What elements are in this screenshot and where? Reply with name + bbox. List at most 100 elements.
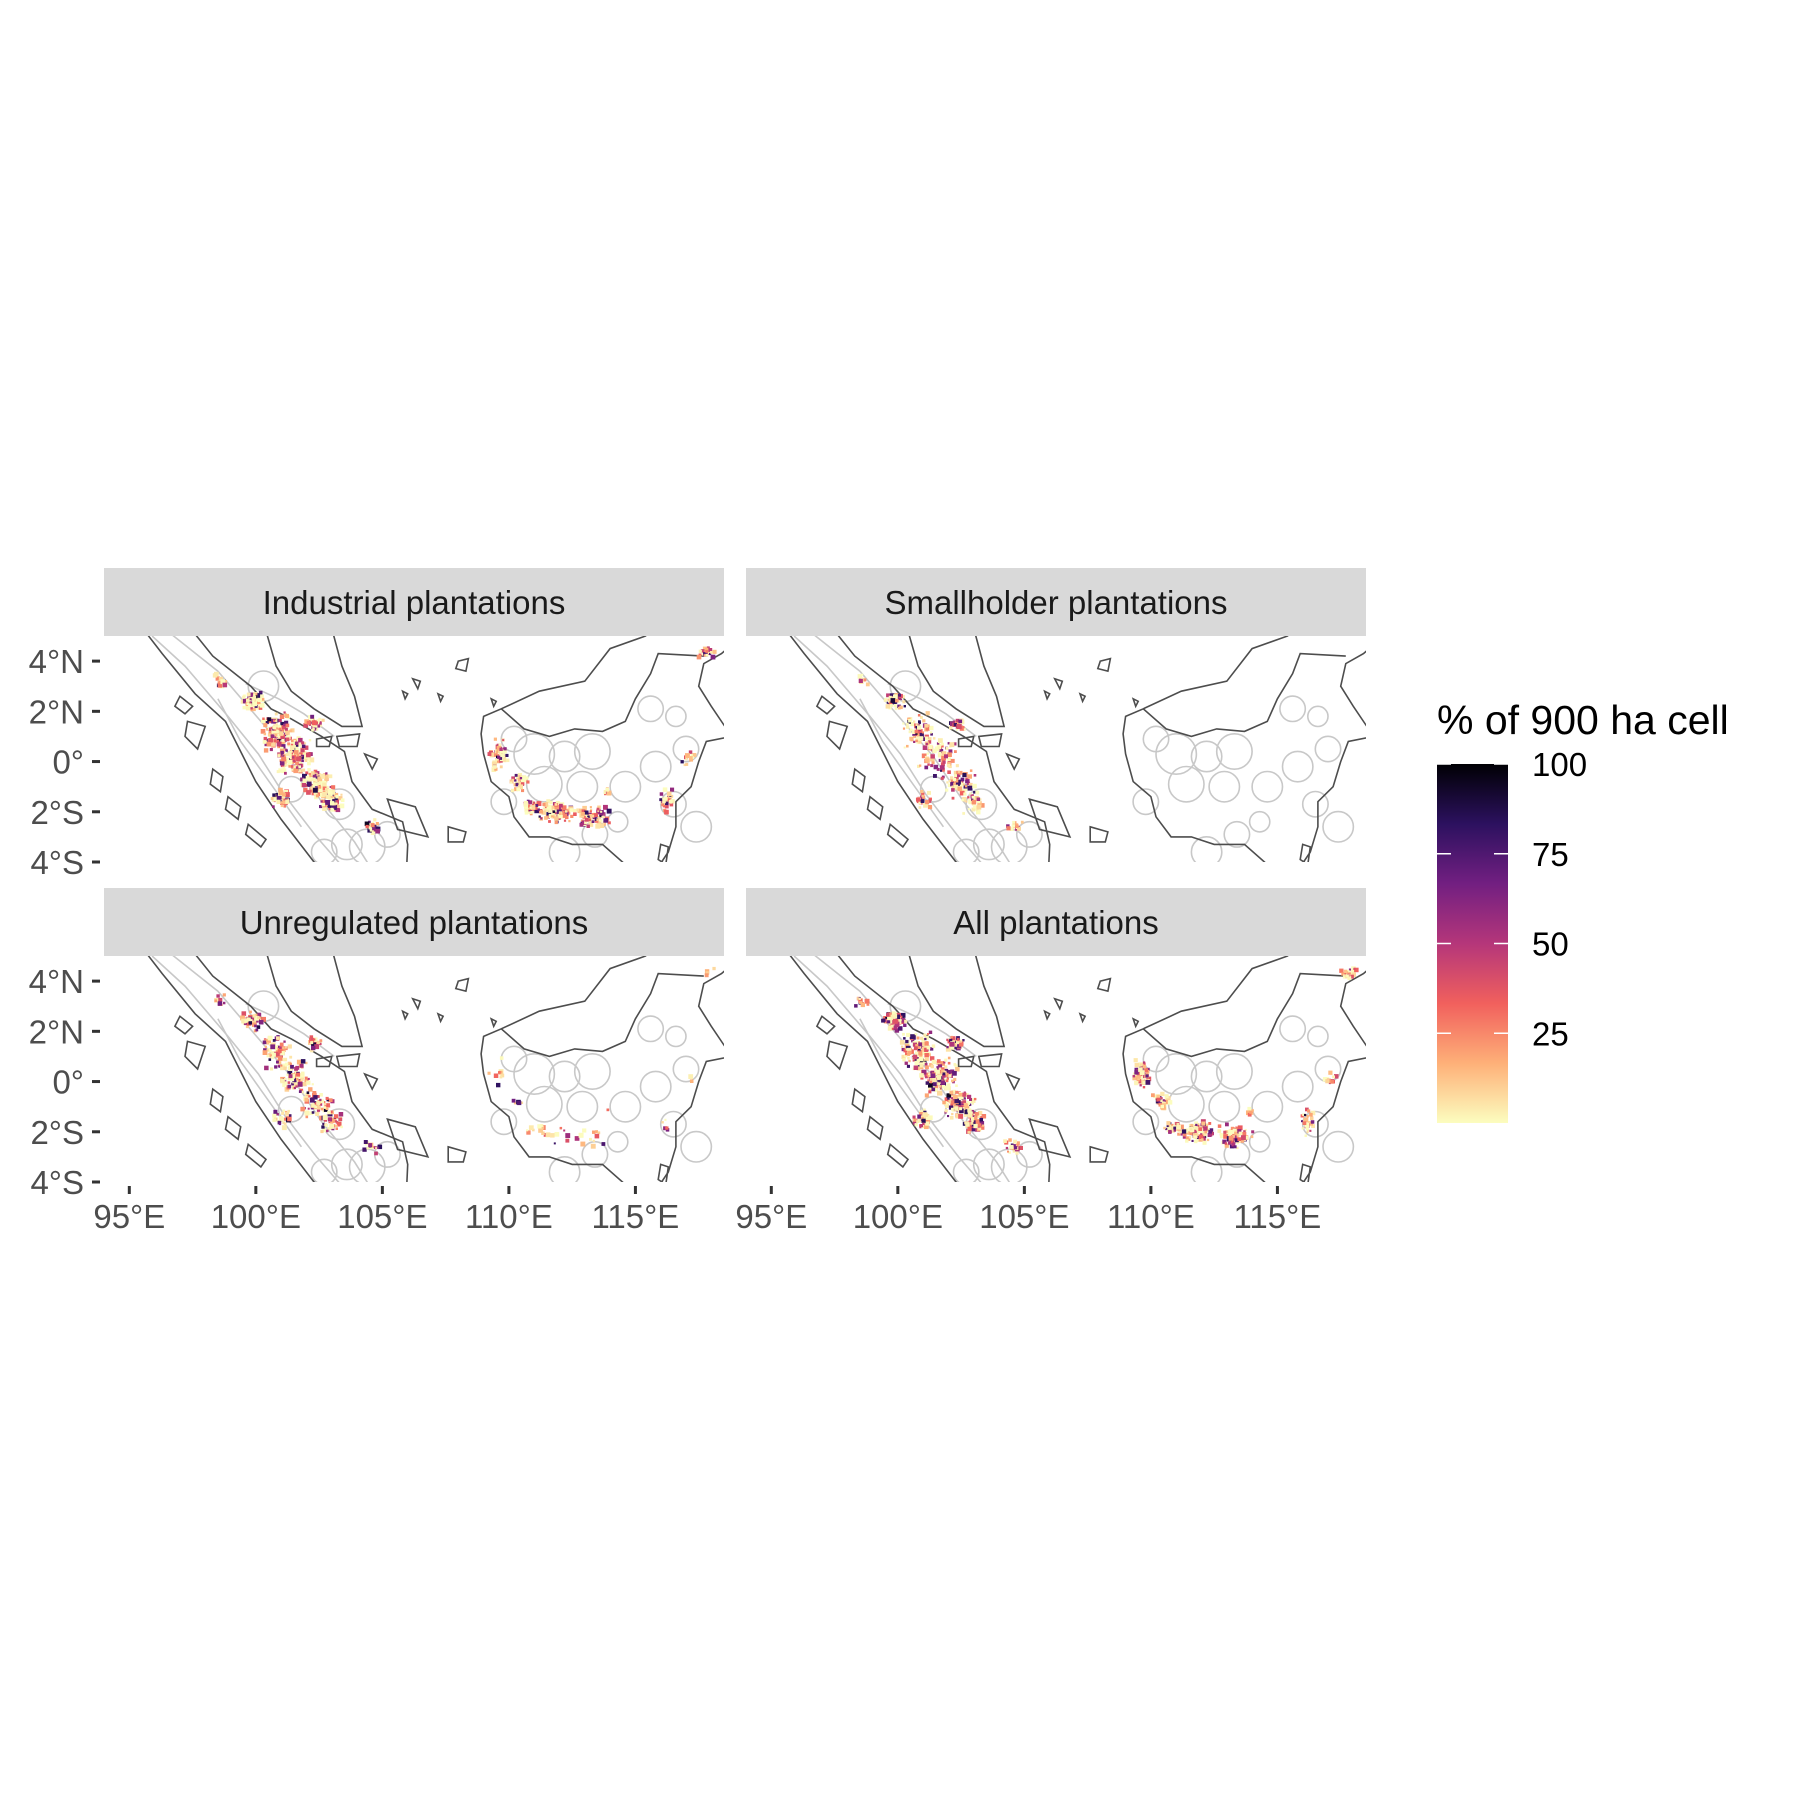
plantation-cell bbox=[1325, 1079, 1330, 1084]
plantation-cell bbox=[971, 1102, 974, 1105]
plantation-cell bbox=[933, 1084, 939, 1090]
plantation-cell bbox=[500, 1073, 505, 1078]
plantation-cell bbox=[523, 803, 528, 807]
plantation-cell bbox=[859, 1001, 862, 1004]
buffer-circle bbox=[330, 1148, 363, 1181]
plantation-cell bbox=[1241, 1139, 1244, 1143]
plantation-cell bbox=[559, 803, 563, 808]
plantation-cell bbox=[283, 1122, 287, 1126]
island-outline bbox=[1053, 677, 1064, 691]
plantation-cell bbox=[926, 1045, 931, 1050]
plantation-cell bbox=[950, 776, 954, 780]
buffer-circle bbox=[573, 1053, 611, 1091]
plantation-cell bbox=[284, 727, 288, 731]
plantation-cell bbox=[928, 1088, 932, 1092]
plantation-cell bbox=[902, 1032, 905, 1036]
plantation-cell bbox=[320, 1129, 324, 1134]
plantation-cell bbox=[536, 801, 542, 806]
plantation-cell bbox=[330, 801, 335, 806]
plantation-cell bbox=[1228, 1131, 1233, 1136]
plantation-cell bbox=[957, 786, 963, 792]
plantation-cell bbox=[294, 1070, 298, 1074]
plantation-cell bbox=[685, 757, 688, 761]
plantation-cell bbox=[932, 1085, 935, 1088]
plantation-cell bbox=[940, 742, 944, 746]
plantation-cell bbox=[969, 769, 973, 772]
plantation-cell bbox=[325, 787, 329, 792]
plantation-cell bbox=[600, 810, 603, 813]
plantation-cell bbox=[244, 1019, 248, 1023]
plantation-cell bbox=[1304, 1134, 1307, 1137]
plantation-cell bbox=[295, 761, 299, 766]
plantation-cell bbox=[1177, 1132, 1181, 1136]
plantation-cell bbox=[688, 750, 693, 754]
plantation-cell bbox=[497, 755, 501, 759]
plantation-cell bbox=[280, 1078, 285, 1084]
plantation-cell bbox=[1240, 1135, 1246, 1141]
plantation-cell bbox=[1354, 967, 1359, 973]
island-outline bbox=[1089, 1145, 1109, 1163]
island-outline bbox=[244, 822, 268, 849]
plantation-cell bbox=[957, 773, 961, 778]
plantation-cell bbox=[662, 787, 668, 792]
plantation-cell bbox=[933, 764, 939, 770]
plantation-cell bbox=[591, 820, 595, 823]
plantation-cell bbox=[551, 805, 556, 811]
buffer-circle bbox=[490, 788, 518, 816]
plantation-cell bbox=[262, 717, 265, 720]
plantation-cell bbox=[905, 1048, 908, 1051]
plantation-cell bbox=[976, 809, 981, 815]
plantation-cell bbox=[285, 1111, 290, 1116]
plantation-cell bbox=[894, 707, 898, 711]
buffer-circle bbox=[1190, 1156, 1223, 1182]
plantation-cell bbox=[283, 1049, 286, 1052]
plantation-cell bbox=[1192, 1128, 1197, 1133]
plantation-cell bbox=[494, 767, 498, 771]
plantation-cell bbox=[946, 781, 949, 784]
plantation-cell bbox=[1193, 1135, 1197, 1139]
plantation-cell bbox=[947, 757, 951, 761]
plantation-cell bbox=[972, 808, 976, 812]
plantation-cell bbox=[949, 1116, 954, 1120]
plantation-cell bbox=[554, 820, 558, 825]
plantation-cell bbox=[584, 821, 588, 825]
plantation-cell bbox=[272, 1113, 277, 1118]
plantation-cell bbox=[302, 1082, 307, 1087]
coastline-sumatra bbox=[147, 956, 409, 1182]
plantation-cell bbox=[970, 1121, 974, 1125]
plantation-cell bbox=[1182, 1135, 1186, 1139]
plantation-cell bbox=[1170, 1126, 1176, 1131]
plantation-cell bbox=[560, 814, 565, 819]
plantation-cell bbox=[928, 1115, 933, 1121]
plantation-cell bbox=[315, 1112, 320, 1116]
plantation-cell bbox=[955, 1067, 960, 1072]
plantation-cell bbox=[1250, 1135, 1254, 1139]
plantation-cell bbox=[491, 761, 497, 767]
plantation-cell bbox=[973, 774, 977, 777]
plantation-cell bbox=[330, 796, 334, 799]
plantation-cell bbox=[286, 735, 291, 740]
plantation-cell bbox=[931, 1059, 937, 1065]
plantation-cell bbox=[217, 683, 222, 688]
buffer-contour bbox=[814, 956, 1011, 1182]
plantation-cell bbox=[291, 739, 296, 745]
plantation-cell bbox=[1208, 1129, 1213, 1134]
plantation-cell bbox=[304, 759, 308, 762]
plantation-cell bbox=[917, 1065, 921, 1068]
plantation-cell bbox=[597, 811, 600, 815]
plantation-cell bbox=[960, 1095, 964, 1100]
plantation-cell bbox=[954, 1064, 958, 1068]
plantation-cell bbox=[902, 722, 905, 725]
plantation-cell bbox=[325, 772, 328, 775]
plantation-cell bbox=[927, 724, 930, 728]
plantation-cell bbox=[917, 1114, 922, 1119]
plantation-cell bbox=[312, 773, 317, 778]
plantation-cell bbox=[1341, 972, 1345, 976]
plantation-cell bbox=[511, 778, 514, 782]
plantation-cell bbox=[925, 758, 930, 763]
plantation-cell bbox=[1183, 1133, 1187, 1137]
plantation-cell bbox=[249, 1010, 252, 1014]
plantation-cell bbox=[275, 722, 278, 725]
plantation-cell bbox=[883, 698, 887, 702]
plantation-cell bbox=[945, 1104, 949, 1108]
